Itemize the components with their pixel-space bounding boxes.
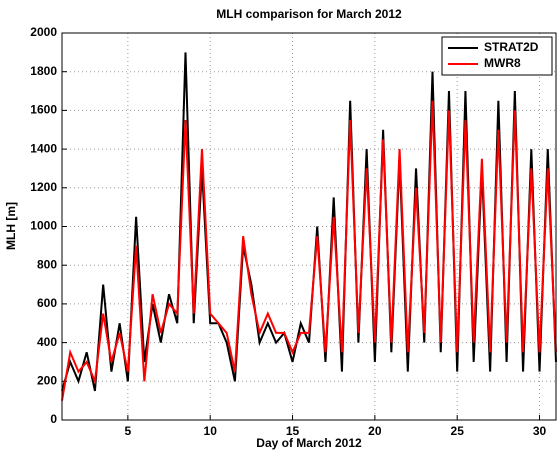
- y-tick-label: 1800: [30, 64, 57, 78]
- chart-title: MLH comparison for March 2012: [216, 7, 402, 21]
- data-line: [61, 100, 557, 401]
- x-tick-label: 5: [125, 424, 132, 438]
- y-tick-label: 800: [37, 257, 57, 271]
- y-axis-label: MLH [m]: [4, 202, 18, 250]
- legend-label: STRAT2D: [484, 40, 539, 54]
- y-tick-label: 1400: [30, 141, 57, 155]
- y-tick-label: 400: [37, 335, 57, 349]
- legend-label: MWR8: [484, 56, 521, 70]
- y-tick-label: 200: [37, 373, 57, 387]
- plot-frame: [61, 32, 557, 421]
- x-tick-label: 15: [286, 424, 300, 438]
- y-tick-label: 0: [50, 412, 57, 426]
- y-tick-label: 600: [37, 296, 57, 310]
- y-tick-label: 1200: [30, 180, 57, 194]
- x-tick-label: 30: [533, 424, 547, 438]
- y-tick-label: 1600: [30, 103, 57, 117]
- y-tick-label: 2000: [30, 25, 57, 39]
- x-tick-label: 25: [451, 424, 465, 438]
- legend-box: [441, 36, 553, 76]
- x-tick-label: 20: [368, 424, 382, 438]
- x-tick-label: 10: [204, 424, 218, 438]
- y-tick-label: 1000: [30, 219, 57, 233]
- data-line: [61, 52, 557, 392]
- x-axis-label: Day of March 2012: [256, 436, 362, 450]
